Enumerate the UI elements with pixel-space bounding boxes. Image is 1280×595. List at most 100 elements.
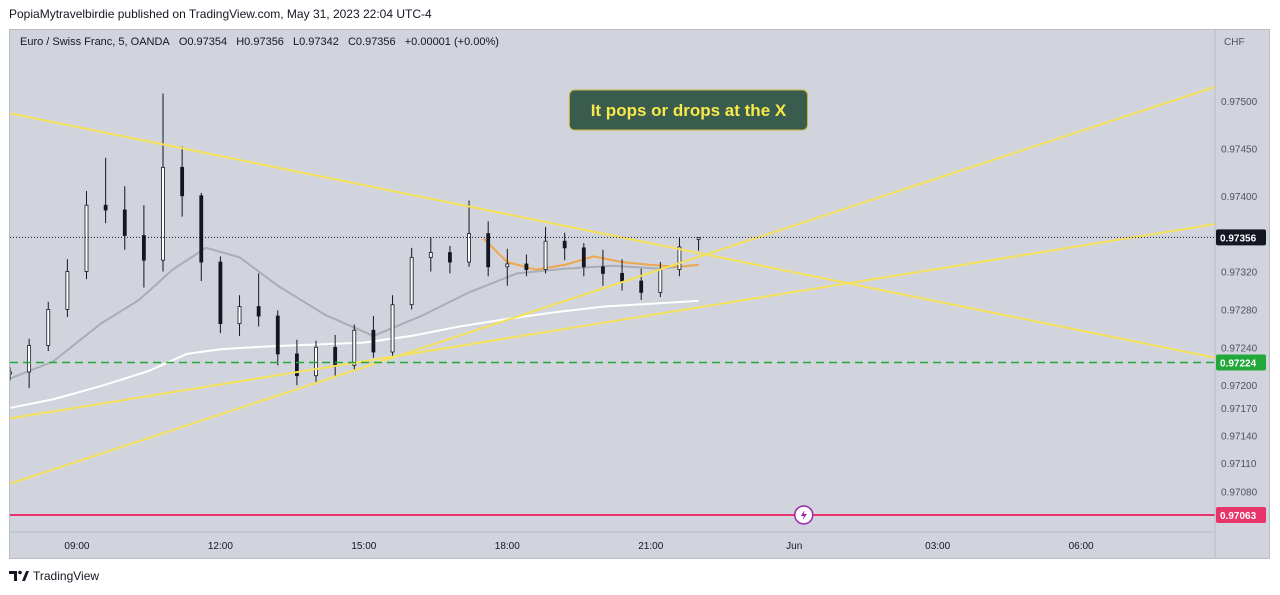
time-axis-tick-label: 12:00 (208, 541, 233, 552)
candle-body (237, 306, 242, 325)
legend-change: +0.00001 (+0.00%) (404, 36, 499, 48)
attribution-text: PopiaMytravelbirdie published on Trading… (9, 7, 432, 21)
legend-close: C0.97356 (347, 36, 396, 48)
tradingview-logo-icon (9, 570, 29, 581)
time-axis-tick-label: 21:00 (638, 541, 663, 552)
candle-body (122, 209, 127, 236)
legend-open: O0.97354 (178, 36, 228, 48)
last-price-label-background (1216, 229, 1266, 246)
candle (505, 248, 510, 286)
price-axis-tick-label: 0.97400 (1221, 192, 1258, 203)
candle-body (275, 315, 280, 355)
candle-body (448, 252, 452, 263)
legend-low: L0.97342 (293, 36, 339, 48)
annotation-callout: It pops or drops at the X (568, 89, 808, 131)
candle (601, 249, 605, 286)
chart-panel[interactable]: It pops or drops at the X CHF 0.97500 0.974… (9, 29, 1270, 559)
time-axis-tick-label: 18:00 (495, 541, 520, 552)
lightning-icon (800, 509, 807, 520)
candle (180, 146, 185, 217)
price-level-label-1-background (1216, 506, 1266, 523)
time-axis-tick-label: Jun (786, 541, 802, 552)
symbol-legend: Euro / Swiss Franc, 5, OANDA O0.97354 H0… (20, 36, 499, 48)
price-chart[interactable]: It pops or drops at the X CHF 0.97500 0.974… (10, 30, 1269, 558)
candle-body (696, 237, 701, 240)
price-axis-tick-label: 0.97240 (1221, 343, 1258, 354)
price-axis-tick-label: 0.97200 (1221, 381, 1258, 392)
candle-body (84, 204, 89, 272)
time-axis-tick-label: 06:00 (1069, 541, 1094, 552)
candle (256, 273, 261, 327)
candle (314, 340, 318, 383)
trendline-steep-ascending-trendline (10, 85, 1215, 485)
last-price-label: 0.97356 (1220, 233, 1257, 244)
candle-body (562, 240, 567, 249)
candle (103, 157, 108, 224)
candle (581, 243, 586, 277)
candle-body (295, 353, 299, 377)
candle-body (601, 266, 605, 274)
price-axis-tick-label: 0.97500 (1221, 97, 1258, 108)
price-axis-tick-label: 0.97080 (1221, 487, 1258, 498)
annotation-box (568, 89, 808, 131)
price-axis-tick-label: 0.97280 (1221, 305, 1258, 316)
candle-body (27, 345, 32, 373)
candle-body (620, 273, 624, 282)
candle (218, 256, 223, 334)
legend-symbol: Euro / Swiss Franc, 5, OANDA (20, 36, 170, 48)
candle (10, 367, 12, 381)
candle-body (199, 195, 204, 263)
candle-body (581, 247, 586, 268)
price-level-label-0: 0.97224 (1220, 358, 1257, 369)
candle (448, 245, 452, 274)
moving-average-line-1 (10, 246, 699, 380)
time-axis-tick-label: 15:00 (351, 541, 376, 552)
candle (562, 232, 567, 261)
candle (65, 259, 70, 317)
candle (84, 191, 89, 280)
price-level-label-0-background (1216, 354, 1266, 371)
candle (275, 310, 280, 366)
price-axis-tick-label: 0.97170 (1221, 404, 1258, 415)
candle-body (390, 304, 395, 353)
price-axis-tick-label: 0.97110 (1221, 459, 1257, 470)
trendline-descending-resistance (10, 112, 1215, 359)
candle (486, 221, 491, 277)
candle (409, 247, 414, 310)
price-axis-tick-label: 0.97450 (1221, 144, 1258, 155)
candle-body (639, 280, 644, 293)
legend-high: H0.97356 (236, 36, 284, 48)
candle-body (10, 371, 12, 375)
plot-area: It pops or drops at the X (10, 85, 1215, 525)
candle-body (65, 271, 70, 310)
candle (122, 186, 127, 250)
candle-body (677, 246, 682, 271)
candle-body (141, 235, 146, 261)
candle-body (543, 240, 548, 271)
candle (371, 316, 376, 358)
candle-body (409, 256, 414, 306)
candle (620, 259, 624, 291)
candle-body (371, 329, 376, 353)
candle-body (314, 346, 318, 377)
candle (27, 338, 32, 389)
candle-body (486, 233, 491, 268)
candle-body (180, 166, 185, 197)
tradingview-footer[interactable]: TradingView (9, 569, 99, 583)
candle (696, 237, 701, 251)
candle-body (428, 252, 433, 258)
candle (237, 295, 242, 336)
candle-body (352, 329, 357, 366)
candle-body (505, 263, 510, 268)
time-axis-tick-label: 03:00 (925, 541, 950, 552)
candle (524, 254, 529, 277)
candle-body (218, 261, 223, 325)
time-axis-tick-label: 09:00 (64, 541, 89, 552)
candle (543, 227, 548, 274)
candle (199, 192, 204, 281)
candle (161, 93, 165, 272)
annotation-text: It pops or drops at the X (591, 101, 787, 120)
price-axis-currency: CHF (1224, 37, 1245, 48)
price-axis-tick-label: 0.97140 (1221, 431, 1258, 442)
candle-body (161, 166, 165, 261)
